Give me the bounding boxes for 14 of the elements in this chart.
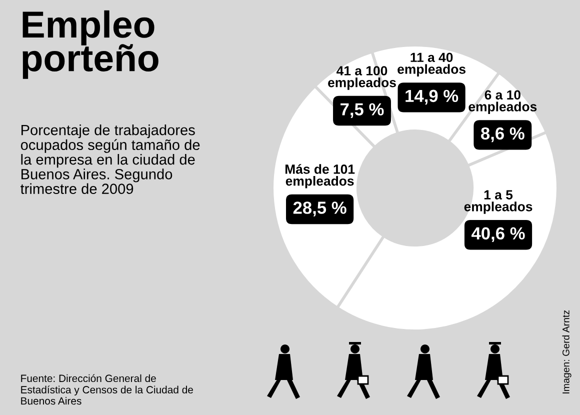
source-note: Fuente: Dirección General de Estadística y Censos de la Ciudad de Buenos Aires bbox=[21, 374, 193, 405]
data-label: 28,5 % bbox=[293, 202, 346, 216]
data-label: 7,5 % bbox=[340, 103, 384, 118]
data-label: 8,6 % bbox=[481, 127, 524, 142]
slice-label: 6 a 10 empleados bbox=[468, 90, 537, 114]
data-label: 40,6 % bbox=[472, 227, 525, 242]
slice-label: Más de 101 empleados bbox=[285, 164, 355, 188]
text: Imagen: Gerd Arntz bbox=[562, 310, 572, 394]
chart-title: Empleo porteño bbox=[22, 10, 158, 79]
slice-label: 1 a 5 empleados bbox=[464, 190, 532, 214]
slice-label: 41 a 100 empleados bbox=[328, 66, 396, 90]
data-label: 14,9 % bbox=[406, 90, 458, 105]
text: Porcentaje de trabajadores ocupados según tamaño de la empresa en la ciudad de Buenos Aires. Segundo trimestre de 2009 bbox=[20, 124, 200, 194]
slice-label: 11 a 40 empleados bbox=[398, 52, 466, 76]
